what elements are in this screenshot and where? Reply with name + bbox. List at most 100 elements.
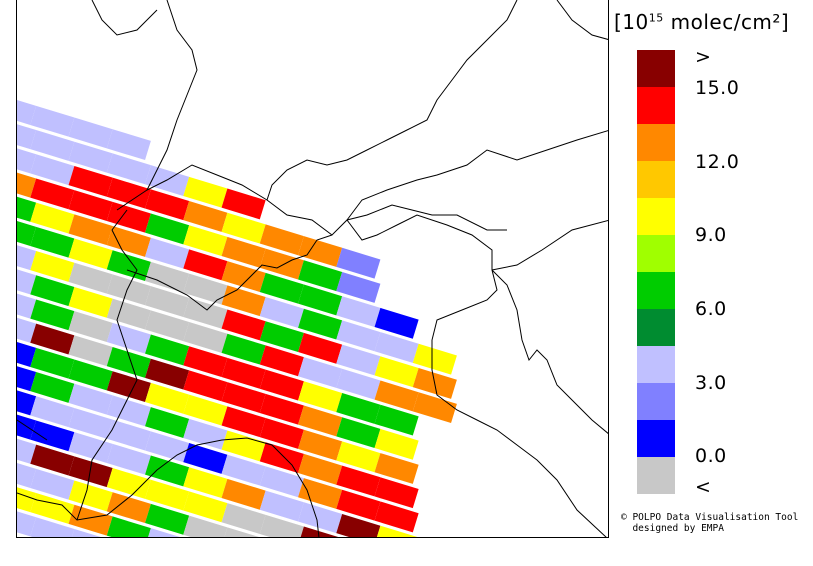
swath-pixel [183,249,228,281]
swath-pixel [68,165,113,197]
swath-pixel [17,142,37,174]
swath-pixel [17,457,37,488]
swath-pixel [68,383,113,415]
swath-pixel [298,405,343,437]
swath-pixel [221,454,266,486]
swath-pixel [298,478,343,509]
coastline-istria [491,269,608,434]
swath-pixel [183,515,228,537]
no2-swath-pixels [17,94,457,537]
swath-pixel [259,272,304,304]
swath-pixel [68,432,113,463]
swath-pixel [221,212,266,244]
swath-pixel [221,503,266,534]
swath-pixel [221,333,266,365]
swath-pixel [336,441,381,473]
swath-pixel [17,408,37,440]
map-canvas [17,0,608,537]
swath-pixel [68,335,113,367]
swath-pixel [17,384,37,416]
coastline-borders [17,0,608,537]
swath-pixel [259,466,304,498]
swath-pixel [30,468,75,500]
swath-pixel [336,320,381,352]
swath-pixel [145,334,190,366]
swath-pixel [17,311,37,343]
swath-pixel [183,491,228,523]
swath-pixel [30,396,75,428]
swath-pixel [30,130,75,161]
swath-pixel [183,201,228,232]
credit-line-2: designed by EMPA [621,523,724,534]
swath-pixel [30,323,75,355]
legend-swatch [637,50,675,87]
legend-tick-label: 0.0 [695,445,727,467]
swath-pixel [145,382,190,414]
swath-pixel [183,346,228,378]
legend-swatch [637,420,675,457]
swath-pixel [259,442,304,474]
swath-pixel [145,189,190,221]
swath-pixel [298,332,343,364]
legend-swatch [637,309,675,346]
swath-pixel [298,260,343,292]
swath-pixel [298,308,343,340]
border-corsica-gap [17,419,48,441]
legend-swatch [637,198,675,235]
border-austria-italy [346,214,493,270]
swath-pixel [17,94,37,125]
swath-pixel [106,419,151,451]
swath-pixel [374,525,419,537]
swath-pixel [17,190,37,222]
swath-pixel [374,356,419,388]
swath-pixel [221,188,266,220]
swath-pixel [106,347,151,378]
swath-pixel [221,357,266,389]
swath-pixel [374,380,419,412]
swath-pixel [183,418,228,450]
swath-pixel [259,393,304,425]
swath-pixel [412,392,457,424]
swath-pixel [17,481,37,513]
legend-swatch [637,383,675,420]
border-germany-france [146,0,198,191]
swath-pixel [298,381,343,413]
coastline-ligurian [17,437,320,537]
swath-pixel [298,502,343,534]
swath-pixel [259,369,304,401]
swath-pixel [259,297,304,328]
border-north-1 [91,0,158,36]
swath-pixel [259,418,304,449]
swath-pixel [298,429,343,461]
swath-pixel [30,517,75,537]
swath-pixel [106,395,151,427]
border-swiss-italy [126,234,333,311]
swath-pixel [106,274,151,306]
swath-pixel [145,310,190,342]
swath-pixel [68,359,113,391]
map-panel [16,0,609,538]
legend-tick-label: 12.0 [695,151,740,173]
swath-pixel [298,357,343,388]
swath-pixel [106,129,151,161]
swath-pixel [183,443,228,474]
swath-pixel [183,370,228,402]
swath-pixel [17,215,37,246]
swath-pixel [221,309,266,341]
swath-pixel [106,226,151,257]
swath-pixel [298,236,343,267]
swath-pixel [106,371,151,403]
swath-pixel [17,505,37,537]
swath-pixel [183,467,228,499]
border-germany-austria [266,0,518,201]
swath-pixel [183,394,228,426]
border-austria-north [346,130,608,221]
legend-swatch [637,272,675,309]
swath-pixel [336,514,381,537]
swath-pixel [259,224,304,256]
swath-pixel [336,465,381,497]
swath-pixel [374,428,419,460]
swath-pixel [30,202,75,234]
swath-pixel [106,468,151,499]
swath-pixel [336,489,381,521]
